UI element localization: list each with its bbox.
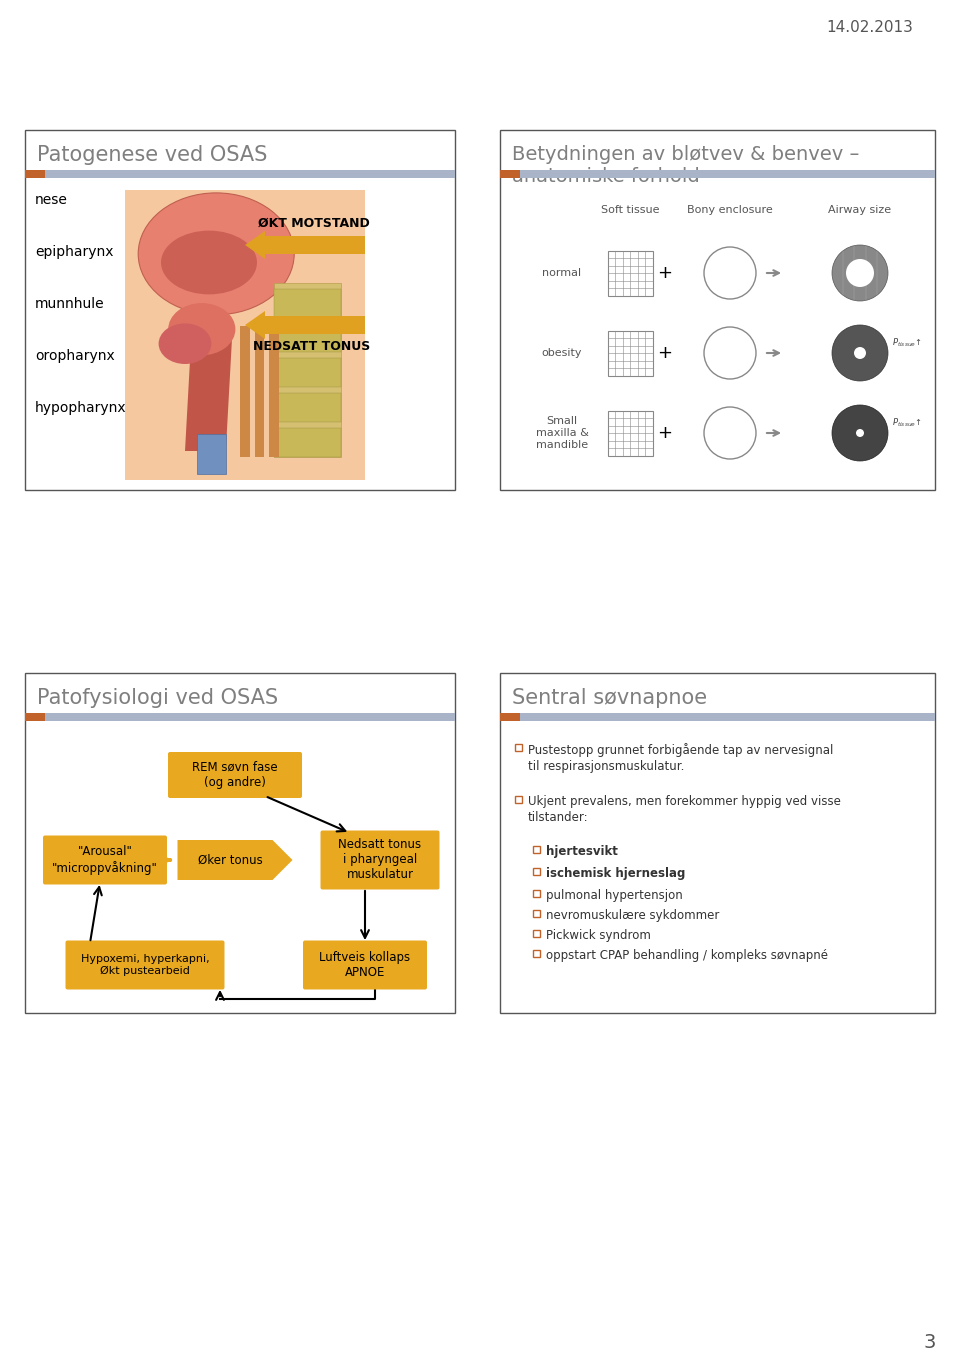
Text: ØKT MOTSTAND: ØKT MOTSTAND (258, 216, 370, 230)
Circle shape (704, 248, 756, 300)
Text: Ukjent prevalens, men forekommer hyppig ved visse
tilstander:: Ukjent prevalens, men forekommer hyppig … (528, 795, 841, 824)
Text: 14.02.2013: 14.02.2013 (827, 21, 913, 36)
Polygon shape (178, 840, 293, 880)
Bar (500, 130, 935, 490)
Bar (533, 929, 540, 937)
Text: Hypoxemi, hyperkapni,
Økt pustearbeid: Hypoxemi, hyperkapni, Økt pustearbeid (81, 953, 209, 975)
Text: Betydningen av bløtvev & benvev –
anatomiske forhold: Betydningen av bløtvev & benvev – anatom… (512, 145, 859, 186)
FancyArrow shape (245, 231, 365, 259)
FancyBboxPatch shape (303, 941, 427, 989)
Bar (254, 327, 264, 457)
Circle shape (846, 259, 874, 287)
Polygon shape (185, 320, 233, 451)
Bar (274, 323, 341, 353)
Bar (125, 190, 365, 480)
Bar (25, 713, 45, 721)
Bar (274, 283, 341, 457)
Ellipse shape (158, 323, 211, 364)
Bar (608, 410, 653, 456)
Text: Pustestopp grunnet forbigående tap av nervesignal
til respirasjonsmuskulatur.: Pustestopp grunnet forbigående tap av ne… (528, 743, 833, 773)
Bar (45, 713, 455, 721)
Circle shape (704, 408, 756, 460)
Bar (515, 743, 522, 751)
Text: munnhule: munnhule (35, 297, 105, 311)
Bar (269, 327, 278, 457)
Bar (274, 393, 341, 421)
Bar (240, 327, 250, 457)
Text: Airway size: Airway size (828, 205, 892, 215)
Bar (533, 889, 540, 896)
Circle shape (832, 326, 888, 382)
Bar (533, 949, 540, 956)
Ellipse shape (161, 231, 257, 294)
Bar (520, 170, 935, 178)
FancyBboxPatch shape (43, 836, 167, 885)
Text: Patofysiologi ved OSAS: Patofysiologi ved OSAS (37, 688, 278, 709)
Bar (533, 910, 540, 917)
Text: hypopharynx: hypopharynx (35, 401, 127, 415)
Text: oropharynx: oropharynx (35, 349, 115, 363)
Bar (500, 170, 520, 178)
Text: +: + (657, 264, 672, 282)
Text: epipharynx: epipharynx (35, 245, 113, 259)
Text: nese: nese (35, 193, 68, 207)
Text: Small
maxilla &
mandible: Small maxilla & mandible (536, 416, 588, 450)
Bar (25, 673, 455, 1012)
Text: +: + (657, 343, 672, 363)
Text: 3: 3 (924, 1334, 936, 1353)
Bar (608, 331, 653, 375)
Text: hjertesvikt: hjertesvikt (546, 845, 618, 858)
Text: $P_{tissue}$↑: $P_{tissue}$↑ (892, 417, 922, 430)
Circle shape (704, 327, 756, 379)
Text: $P_{tissue}$↑: $P_{tissue}$↑ (892, 337, 922, 349)
Circle shape (832, 245, 888, 301)
Text: Øker tonus: Øker tonus (198, 854, 262, 866)
Text: ischemisk hjerneslag: ischemisk hjerneslag (546, 867, 685, 880)
Bar (274, 358, 341, 387)
Text: "Arousal"
"microppvåkning": "Arousal" "microppvåkning" (52, 845, 158, 874)
Bar (515, 796, 522, 803)
Bar (500, 713, 520, 721)
Text: oppstart CPAP behandling / kompleks søvnapné: oppstart CPAP behandling / kompleks søvn… (546, 949, 828, 962)
Bar (608, 250, 653, 295)
Text: Patogenese ved OSAS: Patogenese ved OSAS (37, 145, 268, 166)
Text: +: + (657, 424, 672, 442)
Bar (25, 130, 455, 490)
Circle shape (854, 347, 866, 358)
Bar (45, 170, 455, 178)
Bar (533, 867, 540, 874)
Bar (274, 289, 341, 317)
FancyBboxPatch shape (168, 752, 302, 798)
Bar (500, 673, 935, 1012)
FancyArrow shape (245, 311, 365, 339)
Text: Sentral søvnapnoe: Sentral søvnapnoe (512, 688, 708, 709)
Circle shape (856, 430, 864, 436)
FancyBboxPatch shape (65, 941, 225, 989)
Text: normal: normal (542, 268, 582, 278)
Circle shape (832, 405, 888, 461)
Bar (533, 845, 540, 852)
Bar (197, 434, 226, 475)
Text: Luftveis kollaps
APNOE: Luftveis kollaps APNOE (320, 951, 411, 979)
Text: obesity: obesity (541, 347, 583, 358)
Ellipse shape (168, 304, 235, 356)
Text: Pickwick syndrom: Pickwick syndrom (546, 929, 651, 943)
Text: NEDSATT TONUS: NEDSATT TONUS (252, 341, 370, 353)
Text: Soft tissue: Soft tissue (601, 205, 660, 215)
Text: Bony enclosure: Bony enclosure (687, 205, 773, 215)
Ellipse shape (138, 193, 294, 315)
Text: Nedsatt tonus
i pharyngeal
muskulatur: Nedsatt tonus i pharyngeal muskulatur (339, 839, 421, 881)
Bar (520, 713, 935, 721)
Text: REM søvn fase
(og andre): REM søvn fase (og andre) (192, 761, 277, 789)
Text: pulmonal hypertensjon: pulmonal hypertensjon (546, 889, 683, 902)
Bar (274, 428, 341, 457)
Bar (25, 170, 45, 178)
Text: nevromuskulære sykdommer: nevromuskulære sykdommer (546, 908, 719, 922)
FancyBboxPatch shape (321, 830, 440, 889)
